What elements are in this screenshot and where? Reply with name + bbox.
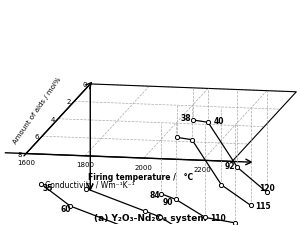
- Text: 38: 38: [181, 113, 191, 122]
- Text: 115: 115: [255, 201, 271, 210]
- Text: 0: 0: [82, 81, 87, 88]
- Text: 6: 6: [34, 134, 38, 140]
- Text: 84: 84: [150, 191, 160, 200]
- Text: 1600: 1600: [17, 160, 35, 165]
- Text: 40: 40: [213, 116, 224, 125]
- Text: 2: 2: [66, 99, 70, 105]
- Text: 35: 35: [42, 183, 53, 192]
- Text: Amount of aids / mol%: Amount of aids / mol%: [12, 76, 62, 144]
- Text: 4: 4: [50, 116, 55, 122]
- Text: Conductivity / Wm⁻¹K⁻¹: Conductivity / Wm⁻¹K⁻¹: [46, 181, 135, 190]
- Text: 60: 60: [61, 204, 71, 213]
- Text: (a) Y₂O₃-Nd₂O₃ system: (a) Y₂O₃-Nd₂O₃ system: [94, 213, 206, 222]
- Text: 2200: 2200: [194, 166, 212, 172]
- Text: 92: 92: [225, 161, 235, 170]
- Text: 1800: 1800: [76, 162, 94, 168]
- Text: 2000: 2000: [135, 164, 153, 170]
- Text: 90: 90: [162, 197, 173, 206]
- Text: 110: 110: [210, 213, 226, 222]
- Text: 8: 8: [18, 151, 22, 157]
- Text: 120: 120: [259, 183, 275, 192]
- Text: Firing temperature /   °C: Firing temperature / °C: [88, 172, 194, 181]
